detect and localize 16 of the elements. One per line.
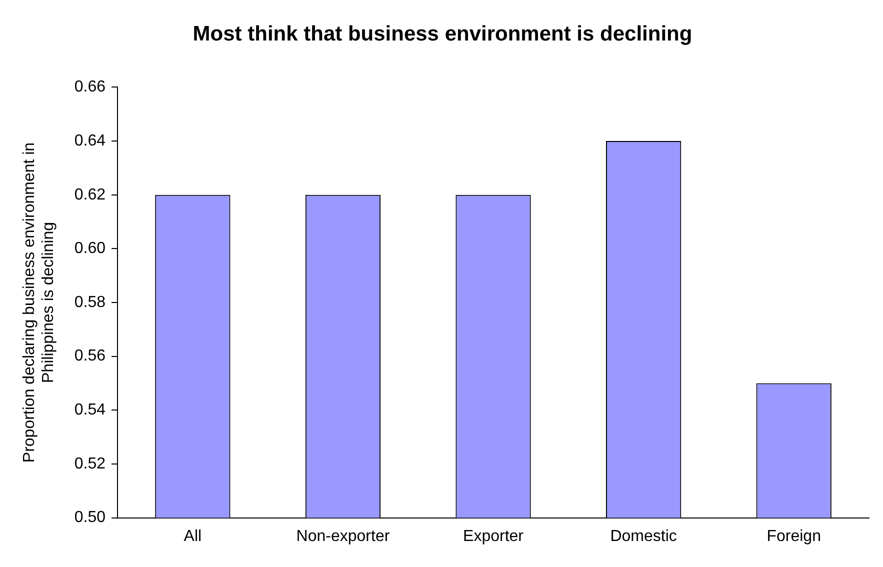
x-tick-label: Foreign bbox=[766, 528, 821, 545]
x-tick-label: Domestic bbox=[610, 528, 677, 545]
y-tick-label: 0.52 bbox=[74, 455, 106, 472]
x-tick-label: Non-exporter bbox=[296, 528, 390, 545]
y-tick-label: 0.54 bbox=[74, 402, 106, 419]
y-tick-label: 0.50 bbox=[74, 509, 106, 526]
chart-title: Most think that business environment is declining bbox=[192, 22, 692, 46]
x-tick-label: Exporter bbox=[463, 528, 524, 545]
y-tick-label: 0.56 bbox=[74, 348, 106, 365]
y-tick-label: 0.62 bbox=[74, 186, 106, 204]
y-tick-label: 0.58 bbox=[74, 294, 106, 311]
y-axis-title: Proportion declaring business environment in Philippines is declining bbox=[21, 142, 58, 463]
y-tick-label: 0.66 bbox=[74, 78, 106, 96]
y-tick-label: 0.64 bbox=[74, 132, 106, 150]
x-tick-label: All bbox=[184, 528, 202, 545]
y-tick-label: 0.60 bbox=[74, 240, 106, 258]
